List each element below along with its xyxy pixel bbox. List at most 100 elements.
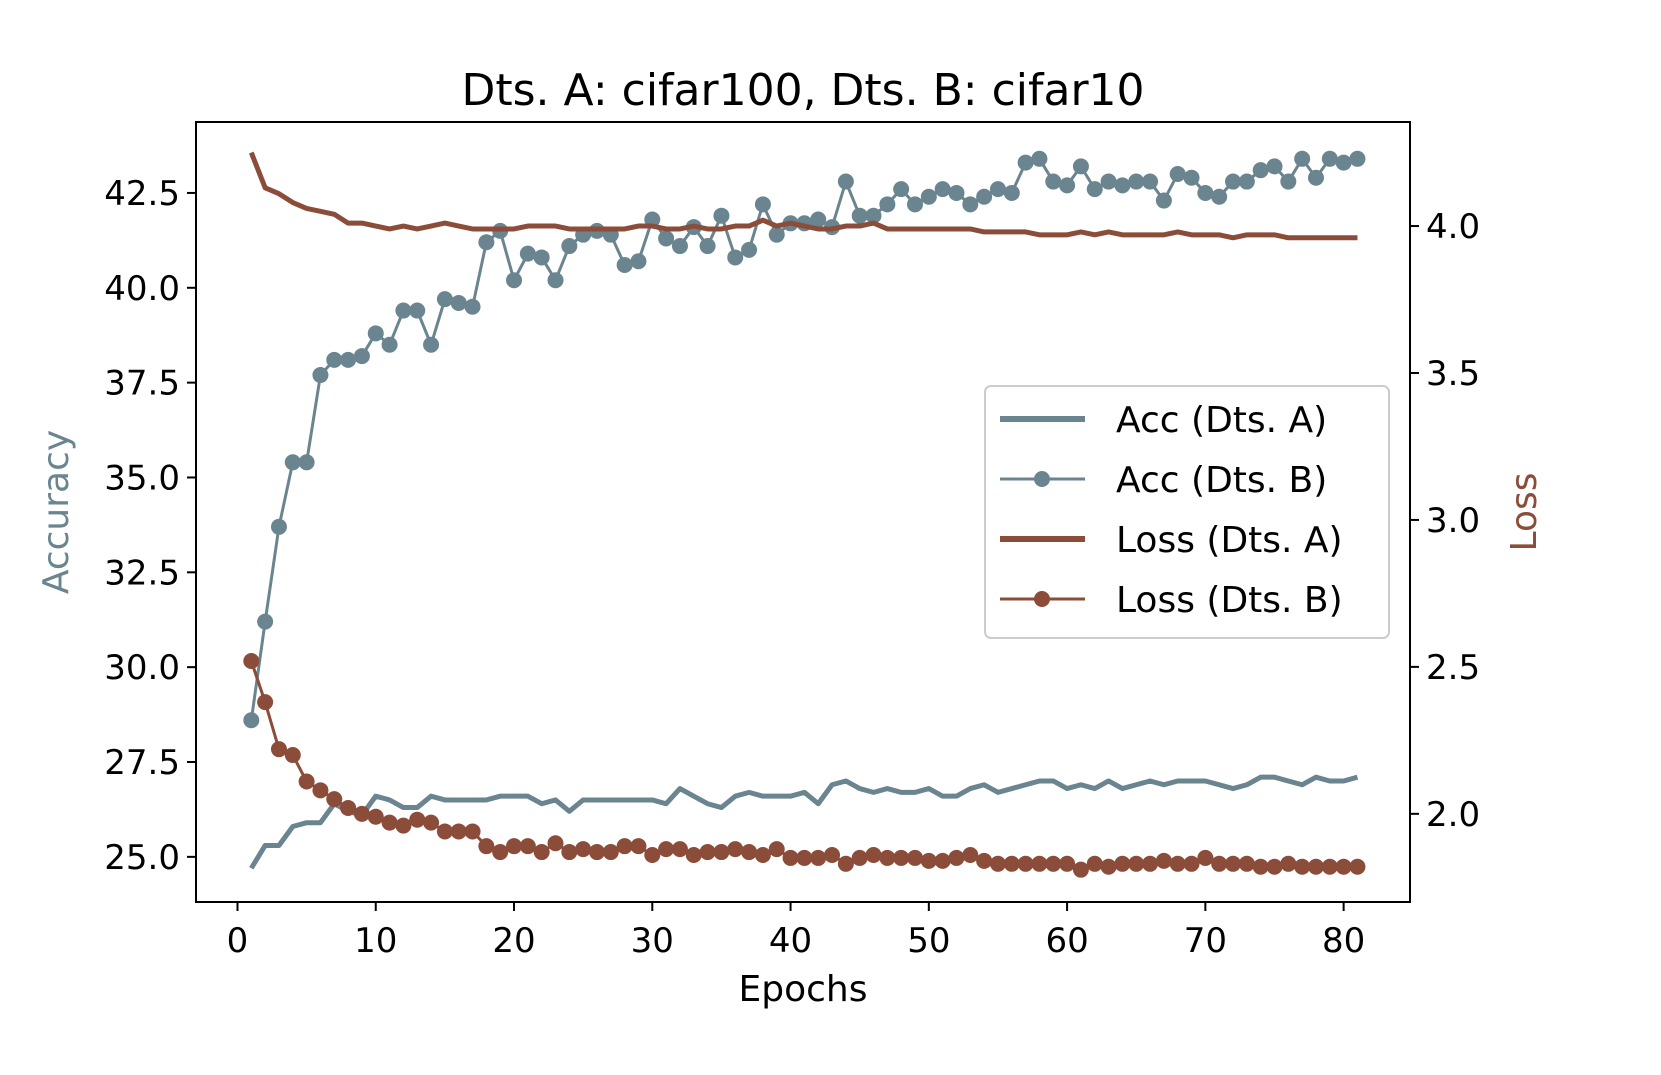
data-point-loss-dts-b	[395, 817, 412, 834]
data-point-loss-dts-b	[865, 846, 882, 863]
x-tick-label: 30	[631, 921, 674, 961]
data-point-loss-dts-b	[492, 844, 509, 861]
data-point-acc-dts-b	[1335, 154, 1352, 171]
data-point-acc-dts-b	[962, 196, 979, 213]
data-point-acc-dts-b	[395, 302, 412, 319]
data-point-acc-dts-b	[1003, 184, 1020, 201]
data-point-acc-dts-b	[533, 249, 550, 266]
data-point-acc-dts-b	[754, 196, 771, 213]
legend-marker	[1034, 591, 1050, 607]
series-line-acc-dts-a	[249, 774, 1359, 870]
data-point-loss-dts-b	[934, 852, 951, 869]
data-point-loss-dts-b	[547, 835, 564, 852]
data-point-acc-dts-b	[464, 298, 481, 315]
x-tick-label: 20	[492, 921, 535, 961]
y-tick-label-left: 32.5	[104, 553, 180, 593]
data-point-loss-dts-b	[1197, 849, 1214, 866]
data-point-loss-dts-b	[879, 849, 896, 866]
data-point-acc-dts-b	[340, 351, 357, 368]
data-point-loss-dts-b	[602, 844, 619, 861]
data-point-loss-dts-b	[478, 838, 495, 855]
data-point-loss-dts-b	[741, 844, 758, 861]
data-point-loss-dts-b	[1169, 855, 1186, 872]
data-point-loss-dts-b	[326, 791, 343, 808]
data-point-loss-dts-b	[837, 855, 854, 872]
data-point-acc-dts-b	[1100, 173, 1117, 190]
y-tick-label-left: 35.0	[104, 458, 180, 498]
data-point-acc-dts-b	[837, 173, 854, 190]
data-point-loss-dts-b	[1238, 855, 1255, 872]
data-point-acc-dts-b	[644, 211, 661, 228]
data-point-acc-dts-b	[1321, 150, 1338, 167]
data-point-loss-dts-b	[1266, 858, 1283, 875]
data-point-loss-dts-b	[658, 841, 675, 858]
data-point-loss-dts-b	[284, 747, 301, 764]
data-point-loss-dts-b	[630, 838, 647, 855]
legend-label: Loss (Dts. A)	[1116, 520, 1343, 561]
data-point-acc-dts-b	[367, 325, 384, 342]
data-point-acc-dts-b	[1072, 158, 1089, 175]
data-point-acc-dts-b	[1197, 184, 1214, 201]
data-point-acc-dts-b	[1183, 169, 1200, 186]
data-point-acc-dts-b	[1155, 192, 1172, 209]
data-point-loss-dts-b	[436, 823, 453, 840]
data-point-loss-dts-b	[381, 814, 398, 831]
data-point-acc-dts-b	[1225, 173, 1242, 190]
x-tick-label: 60	[1045, 921, 1088, 961]
data-point-loss-dts-b	[1280, 855, 1297, 872]
data-point-acc-dts-b	[768, 226, 785, 243]
legend: Acc (Dts. A) Acc (Dts. B) Loss (Dts. A) Los…	[984, 385, 1390, 639]
data-point-loss-dts-b	[575, 841, 592, 858]
data-point-loss-dts-b	[989, 855, 1006, 872]
y-tick-label-left: 30.0	[104, 648, 180, 688]
data-point-acc-dts-b	[1142, 173, 1159, 190]
data-point-loss-dts-b	[312, 782, 329, 799]
data-point-acc-dts-b	[1307, 169, 1324, 186]
data-point-acc-dts-b	[920, 188, 937, 205]
data-point-loss-dts-b	[257, 694, 274, 711]
plot-frame	[195, 121, 1411, 903]
y-tick-label-left: 42.5	[104, 174, 180, 214]
data-point-loss-dts-b	[1086, 855, 1103, 872]
data-point-acc-dts-b	[630, 253, 647, 270]
data-point-acc-dts-b	[1238, 173, 1255, 190]
chart-title: Dts. A: cifar100, Dts. B: cifar10	[461, 65, 1144, 116]
data-point-acc-dts-b	[699, 238, 716, 255]
data-point-acc-dts-b	[1086, 181, 1103, 198]
data-point-loss-dts-b	[824, 846, 841, 863]
data-point-loss-dts-b	[1059, 855, 1076, 872]
data-point-loss-dts-b	[1349, 858, 1366, 875]
data-point-loss-dts-b	[1114, 855, 1131, 872]
data-point-loss-dts-b	[713, 844, 730, 861]
data-point-acc-dts-b	[1031, 150, 1048, 167]
data-point-acc-dts-b	[1280, 173, 1297, 190]
legend-label: Acc (Dts. B)	[1116, 460, 1327, 501]
data-point-acc-dts-b	[298, 454, 315, 471]
data-point-loss-dts-b	[298, 773, 315, 790]
data-point-acc-dts-b	[1128, 173, 1145, 190]
data-point-acc-dts-b	[976, 188, 993, 205]
data-point-acc-dts-b	[1294, 150, 1311, 167]
data-point-loss-dts-b	[1211, 855, 1228, 872]
data-point-loss-dts-b	[409, 811, 426, 828]
data-point-acc-dts-b	[423, 336, 440, 353]
data-point-acc-dts-b	[1059, 177, 1076, 194]
data-point-acc-dts-b	[741, 241, 758, 258]
data-point-loss-dts-b	[810, 849, 827, 866]
y-tick-label-right: 2.0	[1426, 795, 1480, 835]
x-tick-label: 50	[907, 921, 950, 961]
y-tick-label-right: 3.0	[1426, 501, 1480, 541]
data-point-loss-dts-b	[644, 846, 661, 863]
data-point-loss-dts-b	[1225, 855, 1242, 872]
data-point-loss-dts-b	[782, 849, 799, 866]
data-point-loss-dts-b	[893, 849, 910, 866]
data-point-loss-dts-b	[685, 846, 702, 863]
data-point-loss-dts-b	[1045, 855, 1062, 872]
y-tick-label-right: 3.5	[1426, 354, 1480, 394]
data-point-loss-dts-b	[1128, 855, 1145, 872]
data-point-loss-dts-b	[727, 841, 744, 858]
data-point-loss-dts-b	[768, 841, 785, 858]
data-point-loss-dts-b	[353, 805, 370, 822]
data-point-acc-dts-b	[284, 454, 301, 471]
